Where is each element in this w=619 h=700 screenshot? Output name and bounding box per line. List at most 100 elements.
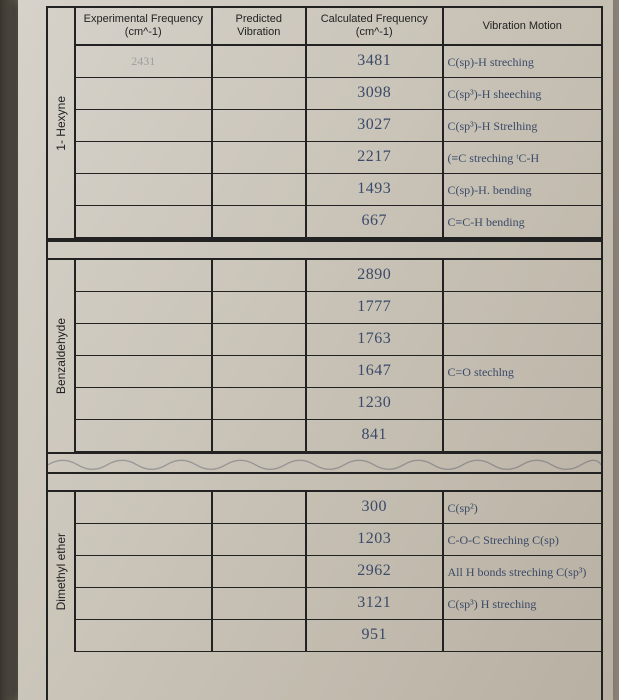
cell-calculated: 951 [307, 620, 444, 652]
section-benzaldehyde: Benzaldehyde 2890 1777 [48, 260, 601, 454]
cell-predicted [213, 174, 308, 206]
cell-experimental [76, 292, 213, 324]
table-row: 1203 C-O-C Streching C(sp) [76, 524, 601, 556]
cell-predicted [213, 388, 308, 420]
cell-experimental [76, 524, 213, 556]
grid-hexyne: Experimental Frequency (cm^-1) Predicted… [76, 8, 601, 238]
cell-predicted [213, 556, 308, 588]
cell-motion [444, 324, 602, 356]
cell-experimental [76, 174, 213, 206]
cell-motion [444, 620, 602, 652]
cell-predicted [213, 292, 308, 324]
cell-motion [444, 420, 602, 452]
cell-calculated: 1230 [307, 388, 444, 420]
cell-motion [444, 292, 602, 324]
grid-dimethyl-ether: 300 C(sp²) 1203 C-O-C Streching C(sp) 29… [76, 492, 601, 652]
grid-benzaldehyde: 2890 1777 1763 16 [76, 260, 601, 452]
table-row: 1647 C=O stechlng [76, 356, 601, 388]
cell-predicted [213, 524, 308, 556]
header-experimental: Experimental Frequency (cm^-1) [76, 8, 213, 46]
wavy-scribble-icon [48, 454, 601, 472]
cell-calculated: 3027 [307, 110, 444, 142]
cell-motion: C=O stechlng [444, 356, 602, 388]
table-frame: 1- Hexyne Experimental Frequency (cm^-1)… [46, 6, 603, 700]
header-predicted: Predicted Vibration [213, 8, 308, 46]
cell-calculated: 1203 [307, 524, 444, 556]
cell-calculated: 1493 [307, 174, 444, 206]
cell-experimental [76, 588, 213, 620]
section-label-hexyne: 1- Hexyne [48, 8, 76, 238]
cell-predicted [213, 492, 308, 524]
table-row: 2217 (≡C streching ᵗC-H [76, 142, 601, 174]
cell-motion: C-O-C Streching C(sp) [444, 524, 602, 556]
cell-calculated: 3481 [307, 46, 444, 78]
cell-motion [444, 260, 602, 292]
table-row: 2962 All H bonds streching C(sp³) [76, 556, 601, 588]
cell-motion: C(sp³)-H Strelhing [444, 110, 602, 142]
cell-motion: C(sp³) H streching [444, 588, 602, 620]
section-label-text: Dimethyl ether [54, 533, 68, 610]
table-row: 3121 C(sp³) H streching [76, 588, 601, 620]
table-row: 300 C(sp²) [76, 492, 601, 524]
worksheet-page: 1- Hexyne Experimental Frequency (cm^-1)… [18, 0, 613, 700]
section-label-text: Benzaldehyde [54, 318, 68, 394]
cell-predicted [213, 46, 308, 78]
cell-predicted [213, 110, 308, 142]
table-row: 951 [76, 620, 601, 652]
cell-calculated: 841 [307, 420, 444, 452]
cell-predicted [213, 356, 308, 388]
header-calculated: Calculated Frequency (cm^-1) [307, 8, 444, 46]
table-row: 3098 C(sp³)-H sheeching [76, 78, 601, 110]
cell-calculated: 2962 [307, 556, 444, 588]
cell-motion: C≡C-H bending [444, 206, 602, 238]
cell-experimental: 2431 [76, 46, 213, 78]
cell-experimental [76, 142, 213, 174]
cell-calculated: 2890 [307, 260, 444, 292]
cell-experimental [76, 556, 213, 588]
table-row: 2890 [76, 260, 601, 292]
cell-calculated: 1647 [307, 356, 444, 388]
table-row: 1230 [76, 388, 601, 420]
cell-predicted [213, 324, 308, 356]
cell-calculated: 667 [307, 206, 444, 238]
cell-motion: C(sp³)-H sheeching [444, 78, 602, 110]
cell-predicted [213, 260, 308, 292]
table-row: 841 [76, 420, 601, 452]
cell-motion: C(sp)-H streching [444, 46, 602, 78]
wavy-divider [48, 454, 601, 474]
section-spacer [48, 474, 601, 492]
table-row: 1777 [76, 292, 601, 324]
cell-experimental [76, 492, 213, 524]
cell-experimental [76, 356, 213, 388]
table-row: 1763 [76, 324, 601, 356]
cell-motion [444, 388, 602, 420]
cell-predicted [213, 142, 308, 174]
cell-predicted [213, 206, 308, 238]
cell-predicted [213, 588, 308, 620]
cell-calculated: 300 [307, 492, 444, 524]
header-row: Experimental Frequency (cm^-1) Predicted… [76, 8, 601, 46]
cell-calculated: 1763 [307, 324, 444, 356]
section-spacer [48, 242, 601, 260]
cell-experimental [76, 110, 213, 142]
cell-predicted [213, 78, 308, 110]
table-row: 667 C≡C-H bending [76, 206, 601, 238]
cell-motion: C(sp²) [444, 492, 602, 524]
cell-experimental [76, 420, 213, 452]
cell-calculated: 3098 [307, 78, 444, 110]
cell-experimental [76, 388, 213, 420]
cell-experimental [76, 324, 213, 356]
section-label-dimethyl-ether: Dimethyl ether [48, 492, 76, 652]
cell-predicted [213, 620, 308, 652]
cell-experimental [76, 620, 213, 652]
cell-calculated: 3121 [307, 588, 444, 620]
header-motion: Vibration Motion [444, 8, 602, 46]
cell-experimental [76, 260, 213, 292]
cell-calculated: 2217 [307, 142, 444, 174]
cell-motion: All H bonds streching C(sp³) [444, 556, 602, 588]
cell-experimental [76, 78, 213, 110]
cell-predicted [213, 420, 308, 452]
table-row: 3027 C(sp³)-H Strelhing [76, 110, 601, 142]
section-hexyne: 1- Hexyne Experimental Frequency (cm^-1)… [48, 8, 601, 242]
table-row: 2431 3481 C(sp)-H streching [76, 46, 601, 78]
